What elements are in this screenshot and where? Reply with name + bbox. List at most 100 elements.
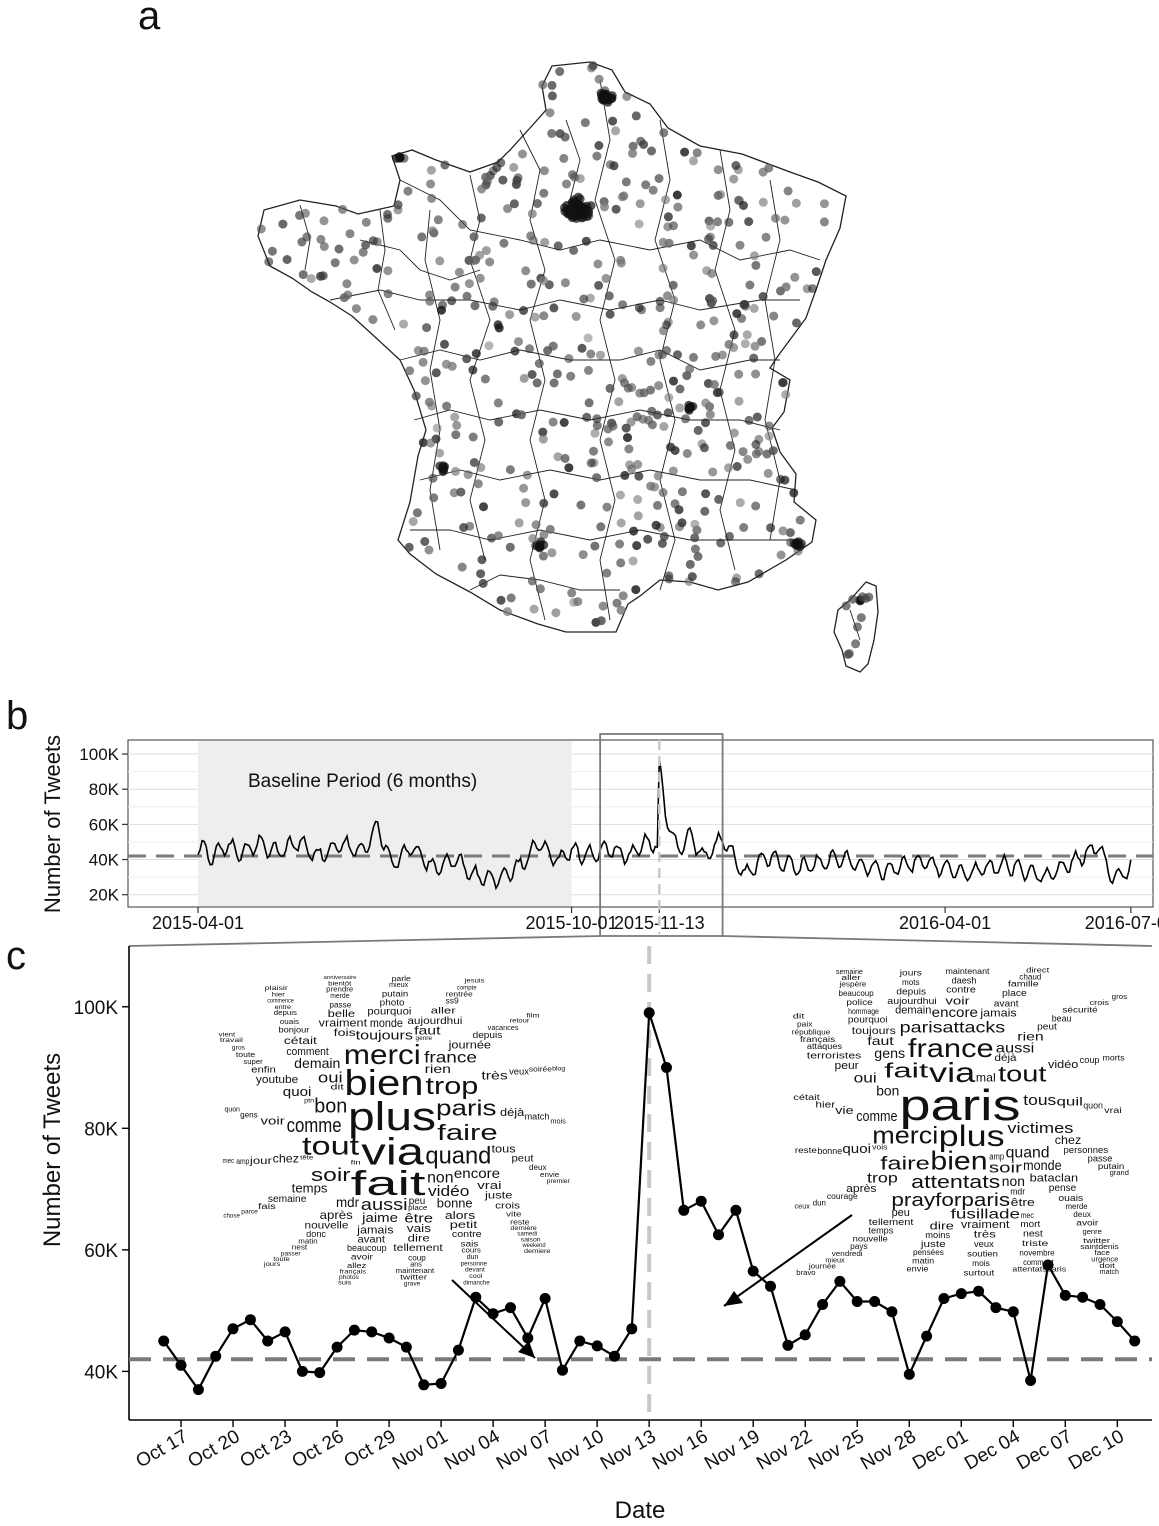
wordcloud-word: plus bbox=[939, 1120, 1005, 1153]
map-point bbox=[605, 309, 615, 319]
map-point bbox=[757, 337, 767, 346]
wordcloud-word: pensées bbox=[913, 1248, 944, 1257]
map-point bbox=[527, 576, 537, 586]
wordcloud-word: faut bbox=[414, 1024, 441, 1038]
wordcloud-word: depuis bbox=[896, 987, 926, 997]
map-point bbox=[567, 213, 577, 223]
map-point bbox=[644, 415, 654, 425]
map-point bbox=[587, 63, 596, 73]
map-point bbox=[594, 280, 604, 290]
map-point bbox=[555, 67, 565, 76]
wordcloud-word: grand bbox=[1110, 1170, 1129, 1177]
wordcloud-word: peut bbox=[1037, 1022, 1057, 1032]
wordcloud-word: mois bbox=[972, 1259, 990, 1268]
wordcloud-word: déjà bbox=[995, 1053, 1018, 1064]
data-point bbox=[1007, 1306, 1019, 1318]
data-point bbox=[730, 1204, 742, 1216]
map-point bbox=[476, 213, 486, 223]
map-point bbox=[319, 242, 329, 251]
map-point bbox=[659, 128, 669, 138]
map-point bbox=[345, 229, 355, 239]
map-point bbox=[475, 273, 485, 283]
wordcloud-word: plus bbox=[348, 1095, 436, 1139]
map-point bbox=[592, 421, 602, 431]
map-point bbox=[690, 519, 700, 529]
map-point bbox=[808, 284, 818, 294]
data-point bbox=[192, 1384, 204, 1396]
map-point bbox=[539, 166, 549, 176]
wordcloud-word: via bbox=[929, 1057, 976, 1088]
map-point bbox=[693, 552, 703, 561]
map-point bbox=[594, 141, 604, 150]
map-point bbox=[493, 398, 503, 408]
map-point bbox=[616, 558, 626, 568]
wordcloud-word: cétait bbox=[793, 1093, 820, 1102]
department-border bbox=[469, 574, 620, 591]
map-point bbox=[705, 232, 715, 242]
map-point bbox=[792, 318, 801, 328]
wordcloud-word: gros bbox=[232, 1046, 245, 1052]
map-point bbox=[426, 179, 436, 189]
map-point bbox=[664, 393, 674, 402]
data-point bbox=[886, 1306, 898, 1318]
map-point bbox=[496, 595, 506, 605]
map-point bbox=[418, 357, 428, 367]
wordcloud-word: quon bbox=[225, 1106, 240, 1113]
wordcloud-word: quoi bbox=[283, 1084, 312, 1099]
y-tick-label: 100K bbox=[79, 745, 119, 764]
map-point bbox=[708, 240, 718, 250]
wordcloud-word: reste bbox=[510, 1219, 529, 1226]
map-point bbox=[590, 428, 600, 438]
map-point bbox=[612, 598, 622, 608]
map-point bbox=[628, 556, 638, 566]
map-point bbox=[646, 481, 656, 491]
map-point bbox=[488, 301, 498, 311]
map-point bbox=[566, 371, 576, 381]
y-tick-label: 60K bbox=[89, 815, 120, 834]
map-point bbox=[751, 369, 761, 379]
wordcloud-word: comment bbox=[286, 1046, 328, 1058]
map-point bbox=[738, 447, 748, 457]
map-point bbox=[740, 339, 750, 349]
map-point bbox=[701, 489, 711, 499]
map-point bbox=[432, 423, 442, 433]
department-border bbox=[359, 239, 481, 281]
map-point bbox=[547, 129, 557, 138]
map-point bbox=[596, 88, 606, 98]
wordcloud-word: après bbox=[320, 1208, 353, 1222]
map-point bbox=[505, 542, 515, 552]
map-point bbox=[749, 303, 759, 313]
wordcloud-word: saintdenis bbox=[1080, 1244, 1119, 1251]
map-point bbox=[712, 388, 722, 398]
map-point bbox=[643, 534, 653, 544]
wordcloud-word: dit bbox=[331, 1083, 345, 1092]
map-point bbox=[639, 140, 649, 149]
map-point bbox=[424, 397, 434, 407]
wordcloud-word: jours bbox=[263, 1262, 281, 1268]
wordcloud-word: quon bbox=[1083, 1101, 1103, 1111]
baseline-period-label: Baseline Period (6 months) bbox=[248, 771, 477, 792]
wordcloud-word: pourquoi bbox=[848, 1015, 888, 1025]
wordcloud-word: gens bbox=[874, 1045, 905, 1061]
map-point bbox=[405, 366, 415, 376]
map-point bbox=[456, 487, 466, 497]
wordcloud-word: sais bbox=[461, 1239, 479, 1248]
wordcloud-word: dimanche bbox=[463, 1281, 490, 1287]
wordcloud-word: tellement bbox=[393, 1243, 443, 1254]
map-point bbox=[693, 425, 703, 435]
map-point bbox=[689, 352, 698, 362]
map-point bbox=[658, 237, 668, 247]
map-point bbox=[623, 383, 633, 393]
map-point bbox=[403, 186, 413, 196]
map-point bbox=[330, 258, 340, 268]
wordcloud-word: nouvelle bbox=[305, 1220, 350, 1231]
map-point bbox=[422, 323, 432, 333]
data-point bbox=[713, 1229, 724, 1241]
map-point bbox=[425, 296, 435, 306]
map-point bbox=[477, 184, 487, 194]
map-point bbox=[499, 238, 509, 248]
wordcloud-word: moins bbox=[925, 1230, 950, 1240]
map-point bbox=[611, 204, 621, 214]
data-point bbox=[903, 1368, 915, 1380]
